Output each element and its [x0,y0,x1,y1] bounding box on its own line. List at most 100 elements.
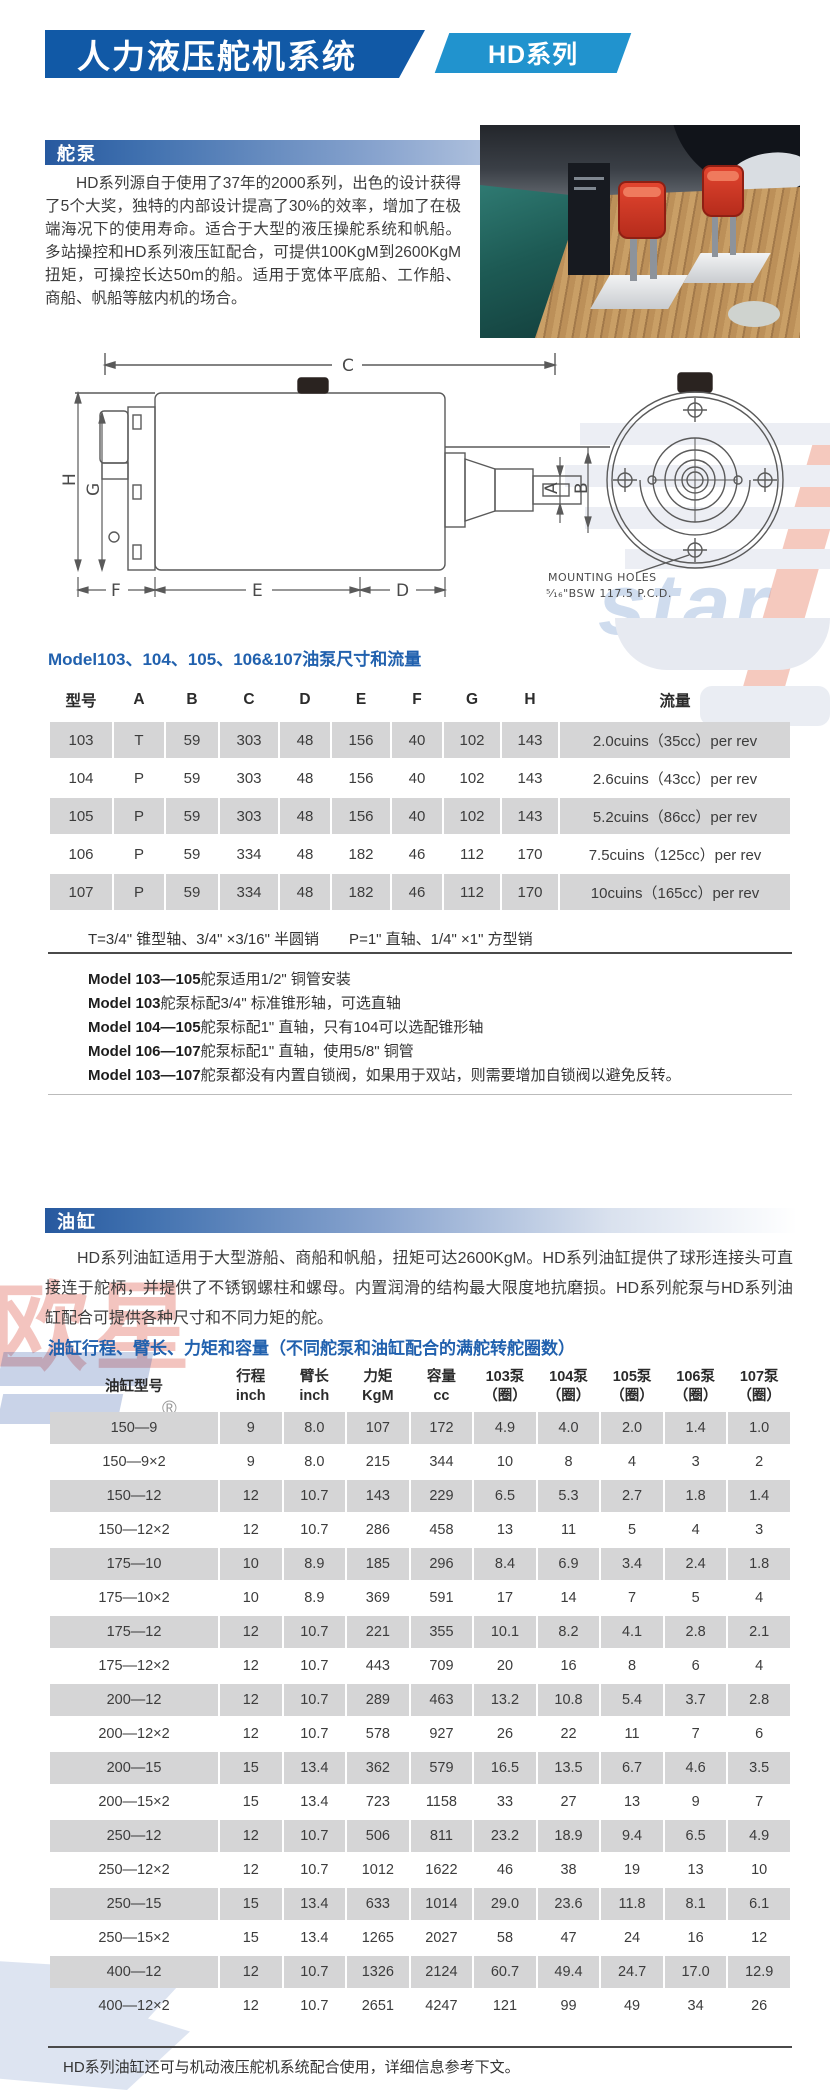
table-cell: 591 [429,1590,454,1606]
table-cell: 24.7 [601,1956,663,1988]
column-header: H [524,691,536,708]
table-cell: 185 [347,1548,409,1580]
table-cell: 22 [560,1726,577,1742]
pump-table-header-row: 型号 A B C D E F G H 流量 [50,680,790,720]
table-cell: 215 [365,1454,390,1470]
table-cell: 1.4 [728,1480,790,1512]
table-cell: 2.8 [664,1616,727,1648]
table-cell: 200—12×2 [98,1726,170,1742]
table-cell: 40 [392,798,442,834]
table-cell: 6 [691,1658,700,1674]
table-cell: 175—12×2 [98,1658,170,1674]
table-cell: 12 [220,1616,282,1648]
table-cell: 20 [496,1658,514,1674]
note-text: 舵泵适用1/2" 铜管安装 [200,971,351,988]
table-cell: 8 [564,1454,573,1470]
photo-pump-strut [630,233,637,281]
table-cell: 143 [502,798,558,834]
table-cell: 49.4 [537,1956,600,1988]
table-cell: 362 [347,1752,409,1784]
table-cell: 303 [236,769,262,787]
shaft-type-note: T=3/4" 锥型轴、3/4" ×3/16" 半圆销 P=1" 直轴、1/4" … [88,931,533,948]
note-model-range: Model 103—105 [88,971,201,988]
table-cell: T [114,722,164,758]
table-cell: 40 [392,722,442,758]
table-row: 107 P 59 334 48 182 46 112 170 10cuins（165cc）per … [50,874,790,910]
table-cell: 1326 [347,1956,409,1988]
cylinder-footer-note: HD系列油缸还可与机动液压舵机系统配合使用，详细信息参考下文。 [63,2059,520,2076]
note-text: 舵泵标配3/4" 标准锥形轴，可选直轴 [160,995,401,1012]
table-cell: 182 [332,874,390,910]
table-cell: 15 [242,1930,259,1946]
table-cell: 250—15 [50,1888,218,1920]
table-cell: 48 [296,845,314,863]
photo-banner-sign [568,163,610,275]
table-cell: 112 [460,845,484,863]
dim-label-b: B [572,482,592,494]
pump-table-title: Model103、104、105、106&107油泵尺寸和流量 [48,650,422,669]
table-cell: 579 [410,1752,473,1784]
table-cell: 172 [410,1412,473,1444]
table-cell: 1.8 [728,1548,790,1580]
table-cell: 3.4 [601,1548,663,1580]
table-cell: 1.4 [664,1412,727,1444]
table-cell: 13.4 [283,1752,346,1784]
table-cell: 4 [755,1658,764,1674]
table-cell: 2.8 [728,1684,790,1716]
table-cell: 250—12×2 [98,1862,170,1878]
table-cell: 103 [50,722,112,758]
table-cell: 443 [365,1658,390,1674]
table-cell: 1014 [410,1888,473,1920]
pump-note: Model 103—107舵泵都没有内置自锁阀，如果用于双站，则需要增加自锁阀以… [88,1064,681,1088]
note-model-range: Model 104—105 [88,1019,201,1036]
column-header: 行程 inch [235,1369,266,1404]
table-cell: 344 [429,1454,454,1470]
table-cell: 47 [560,1930,577,1946]
table-cell: 16 [687,1930,704,1946]
table-cell: P [114,874,164,910]
table-cell: 4.6 [664,1752,727,1784]
table-row: 104 P 59 303 48 156 40 102 143 2.6cuins（43cc）per … [50,760,790,796]
column-header: 103泵 （圈） [483,1369,527,1404]
table-cell: 12 [242,1658,259,1674]
dimension-lines [74,390,592,597]
table-cell: 18.9 [537,1820,600,1852]
table-cell: 12.9 [728,1956,790,1988]
table-cell: 23.6 [537,1888,600,1920]
table-cell: 12 [220,1480,282,1512]
table-cell: 709 [429,1658,454,1674]
table-cell: 4 [755,1590,764,1606]
table-row: 400—12 12 10.7 1326 2124 60.7 49.4 24.7 17.0 12.9 [50,1956,790,1988]
table-cell: 34 [687,1998,704,2014]
watermark-stripes [565,423,830,569]
table-cell: 59 [166,798,218,834]
table-cell: 5.2cuins（86cc）per rev [560,798,790,834]
table-cell: 12 [242,1726,259,1742]
table-cell: 14 [560,1590,577,1606]
table-cell: 1265 [361,1930,394,1946]
table-cell: 250—12 [50,1820,218,1852]
table-cell: 286 [365,1522,390,1538]
table-cell: 9 [246,1454,255,1470]
table-cell: 143 [517,769,543,787]
table-cell: 7 [755,1794,764,1810]
table-cell: 8.1 [664,1888,727,1920]
column-header: D [299,691,311,708]
table-cell: 23.2 [474,1820,536,1852]
table-cell: 105 [50,798,112,834]
table-cell: 12 [220,1956,282,1988]
table-cell: 296 [410,1548,473,1580]
table-cell: 723 [365,1794,390,1810]
photo-red-pump [702,165,744,217]
table-cell: 1158 [425,1794,457,1810]
table-cell: 3.5 [728,1752,790,1784]
table-cell: 17.0 [664,1956,727,1988]
table-cell: 221 [347,1616,409,1648]
divider-rule [48,1094,792,1095]
table-row: 150—9×2 9 8.0 215 344 10 8 4 3 2 [50,1446,790,1478]
table-cell: 355 [410,1616,473,1648]
table-cell: 8.4 [474,1548,536,1580]
table-cell: 4.9 [474,1412,536,1444]
table-cell: 175—10×2 [98,1590,170,1606]
